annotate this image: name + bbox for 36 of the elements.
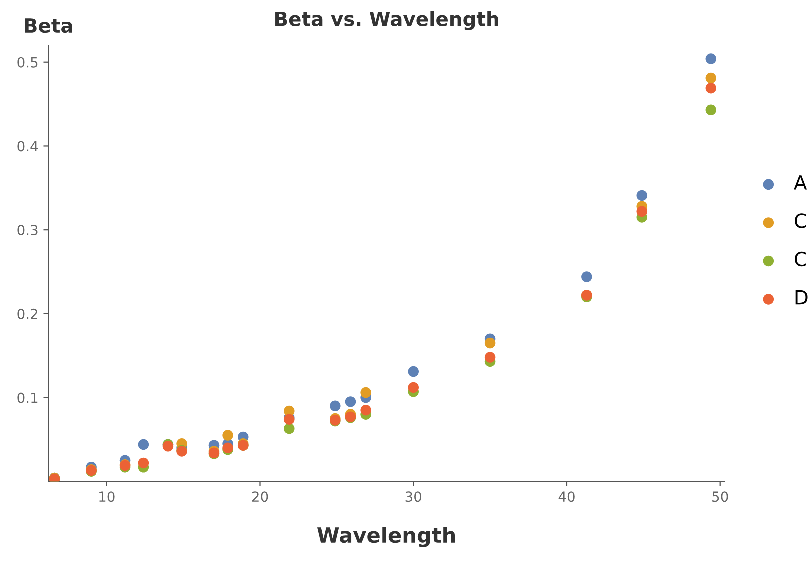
point: [706, 104, 717, 116]
point: [222, 430, 234, 441]
x-axis-title: Wavelength: [318, 527, 456, 548]
x-tick-label: 10: [100, 492, 115, 502]
point: [582, 272, 592, 282]
x-tick-label: 40: [558, 492, 575, 502]
point: [408, 366, 419, 378]
legend-label: A: [794, 176, 808, 190]
point: [408, 382, 419, 394]
point: [138, 439, 150, 450]
point: [360, 404, 372, 416]
point: [636, 206, 648, 218]
legend-label: C: [795, 252, 806, 267]
x-tick-label: 20: [252, 492, 268, 502]
point: [284, 423, 295, 434]
point: [706, 72, 717, 84]
point: [330, 400, 341, 412]
y-tick-label: 0.2: [18, 308, 38, 320]
point: [706, 54, 717, 64]
point: [706, 82, 717, 94]
point: [360, 387, 372, 398]
legend-label: D: [796, 290, 808, 305]
legend-label: C: [795, 214, 806, 228]
y-tick-label: 0.4: [18, 141, 38, 152]
y-tick-label: 0.5: [18, 57, 38, 68]
point: [345, 396, 356, 408]
y-axis-title: Beta: [25, 18, 72, 34]
point: [138, 458, 150, 469]
point: [636, 190, 648, 202]
x-tick-label: 30: [406, 492, 422, 502]
point: [484, 352, 496, 363]
point: [484, 338, 496, 349]
chart-title: Beta vs. Wavelength: [276, 11, 498, 30]
y-tick-label: 0.3: [18, 225, 38, 236]
y-tick-label: 0.1: [18, 392, 38, 404]
x-tick-label: 50: [712, 492, 728, 502]
